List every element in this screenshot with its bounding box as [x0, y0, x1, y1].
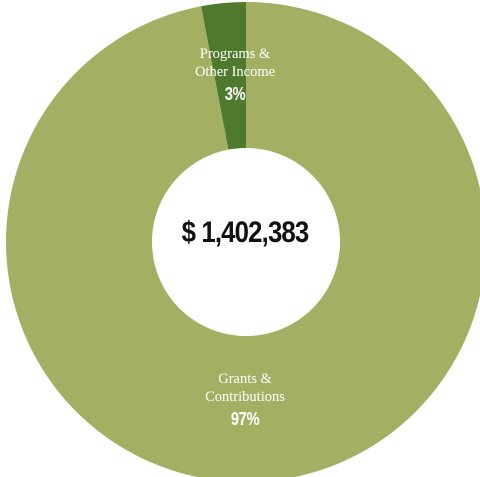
donut-hole — [152, 148, 340, 336]
slice-percent-grants: 97% — [230, 409, 260, 429]
slice-label-programs-line2: Other Income — [194, 64, 276, 80]
slice-label-grants-line1: Grants & — [218, 371, 272, 387]
slice-label-grants: Grants & Contributions — [170, 370, 320, 406]
slice-label-programs: Programs & Other Income — [160, 45, 310, 81]
slice-percent-programs: 3% — [224, 84, 246, 104]
slice-label-programs-line1: Programs & — [199, 46, 271, 62]
slice-label-grants-line2: Contributions — [205, 389, 285, 405]
total-amount: $ 1,402,383 — [181, 216, 310, 249]
